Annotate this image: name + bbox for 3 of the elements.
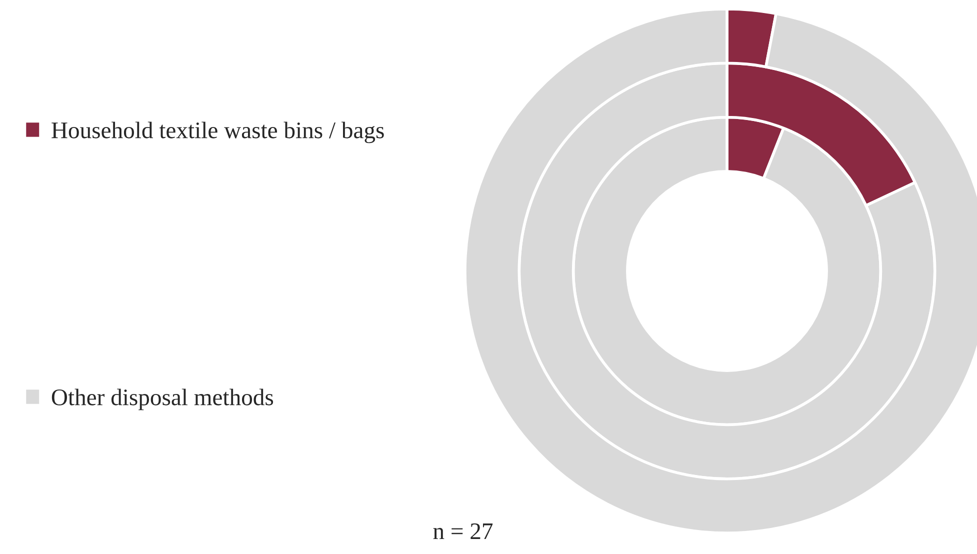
legend-label: Other disposal methods (52, 388, 274, 410)
legend-label: Household textile waste bins / bags (52, 122, 384, 144)
text: n = 27 (433, 523, 493, 539)
